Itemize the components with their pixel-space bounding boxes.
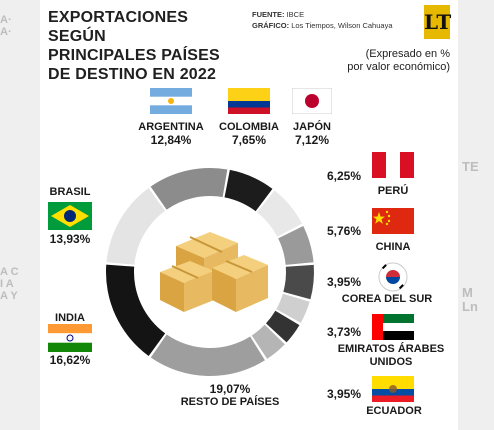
label-colombia: COLOMBIA 7,65% xyxy=(214,121,284,147)
label-japon-name: JAPÓN xyxy=(293,121,331,133)
donut-slice-colombia xyxy=(224,169,273,212)
colombia-flag-icon xyxy=(228,88,270,114)
donut-slice-japón xyxy=(257,190,303,237)
china-flag-icon xyxy=(372,208,414,234)
label-india-value: 16,62% xyxy=(49,353,91,367)
argentina-flag-icon xyxy=(150,88,192,114)
donut-slice-perú xyxy=(278,225,314,265)
label-emiratos-name: EMIRATOS ÁRABES UNIDOS xyxy=(337,343,445,368)
units-note: (Expresado en % por valor económico) xyxy=(347,48,450,73)
donut-slice-brasil xyxy=(106,188,166,265)
label-ecuador-value: 3,95% xyxy=(326,387,362,401)
donut-slice-india xyxy=(105,264,166,356)
uae-flag-icon xyxy=(372,314,414,340)
label-brasil: BRASIL xyxy=(44,186,96,199)
donut-slice-argentina xyxy=(150,168,228,210)
donut-slice-resto-de-países xyxy=(150,334,265,376)
label-brasil-name: BRASIL xyxy=(49,186,91,198)
label-resto-name: RESTO DE PAÍSES xyxy=(180,396,280,408)
label-corea-name: COREA DEL SUR xyxy=(341,293,433,305)
donut-slice-corea-del-sur xyxy=(276,293,310,323)
boxes-illustration xyxy=(160,232,268,312)
ecuador-flag-icon xyxy=(372,376,414,402)
india-flag-icon xyxy=(48,324,92,352)
label-india-name: INDIA xyxy=(55,312,85,324)
label-japon-value: 7,12% xyxy=(294,133,330,147)
label-china-name: CHINA xyxy=(375,241,411,253)
background-text-right: TE M Ln xyxy=(462,159,479,314)
label-argentina-name: ARGENTINA xyxy=(138,121,204,133)
source-credit: FUENTE: IBCE GRÁFICO: Los Tiempos, Wilso… xyxy=(252,10,393,30)
label-argentina-value: 12,84% xyxy=(150,133,192,147)
label-resto-value: 19,07% xyxy=(209,382,251,396)
peru-flag-icon xyxy=(372,152,414,178)
label-argentina: ARGENTINA 12,84% xyxy=(134,121,208,147)
donut-slice-emiratos-árabes-unidos xyxy=(265,310,300,343)
brazil-flag-icon xyxy=(48,202,92,230)
donut-slice-china xyxy=(283,264,314,300)
label-colombia-name: COLOMBIA xyxy=(219,121,279,133)
newspaper-logo: LT xyxy=(424,5,451,39)
chart-title: EXPORTACIONES SEGÚN PRINCIPALES PAÍSES D… xyxy=(48,9,220,83)
label-resto: 19,07% RESTO DE PAÍSES xyxy=(176,383,284,409)
label-china-value: 5,76% xyxy=(326,224,362,238)
label-japon: JAPÓN 7,12% xyxy=(284,121,340,147)
japan-flag-icon xyxy=(292,88,332,114)
south-korea-flag-icon xyxy=(378,262,408,292)
label-corea-value: 3,95% xyxy=(326,275,362,289)
donut-slice-ecuador xyxy=(251,324,285,359)
label-brasil-value: 13,93% xyxy=(49,232,91,246)
label-colombia-value: 7,65% xyxy=(231,133,267,147)
label-emiratos-value: 3,73% xyxy=(326,325,362,339)
label-ecuador-name: ECUADOR xyxy=(366,405,422,417)
label-peru-name: PERÚ xyxy=(377,185,409,197)
label-peru-value: 6,25% xyxy=(326,169,362,183)
